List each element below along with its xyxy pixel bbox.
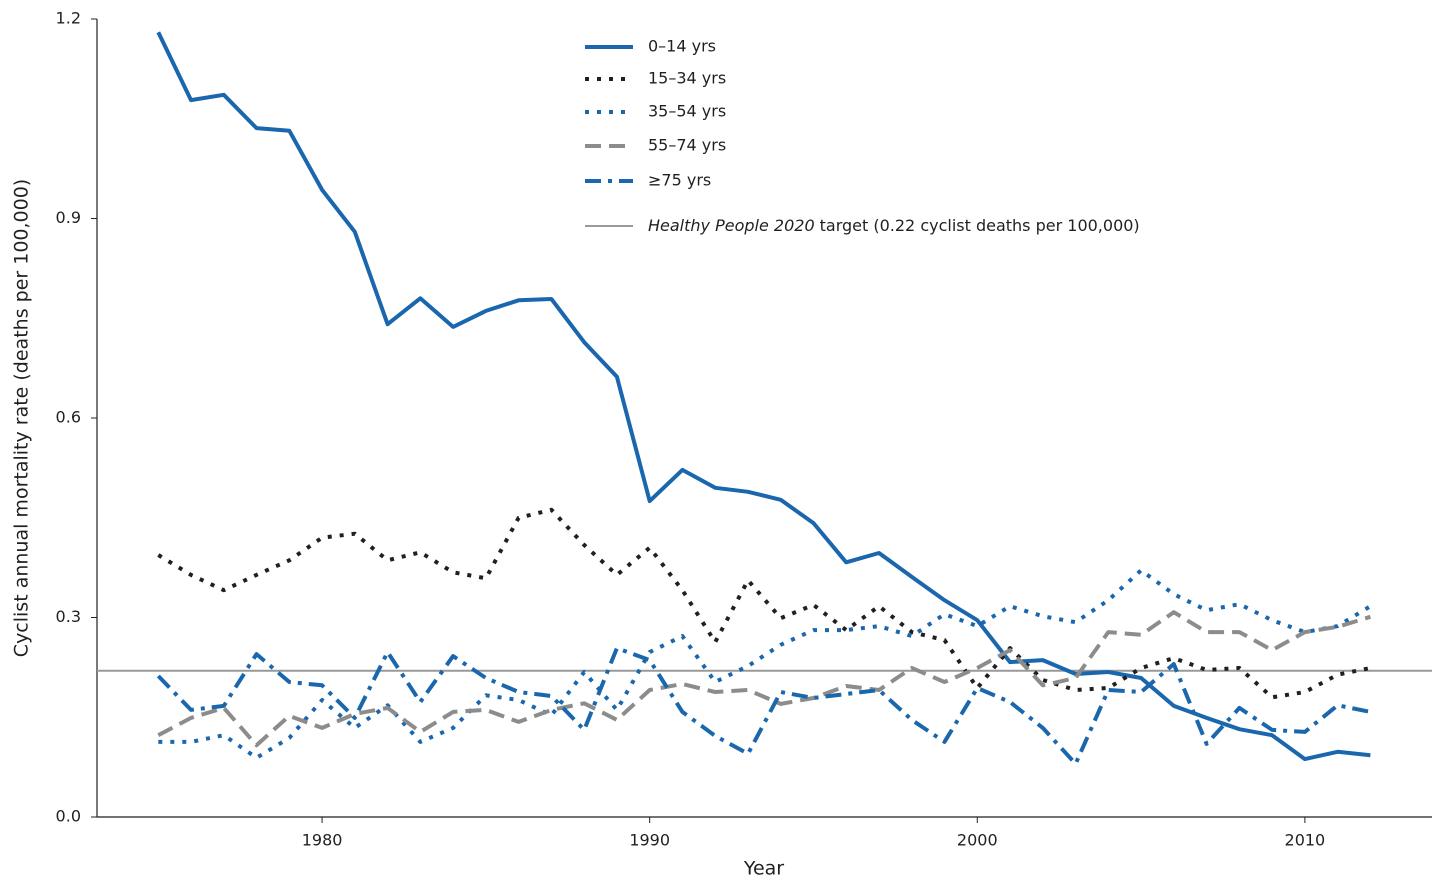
x-tick-label: 1980 (302, 831, 343, 850)
series-line (157, 610, 1371, 748)
y-tick-label: 0.0 (56, 807, 81, 826)
y-tick-label: 0.6 (56, 408, 81, 427)
legend-label: 0–14 yrs (648, 37, 716, 56)
legend-label-rest: target (0.22 cyclist deaths per 100,000) (820, 216, 1140, 235)
series-line (156, 646, 1371, 766)
x-axis-title: Year (743, 858, 784, 880)
series-line (157, 507, 1371, 700)
x-tick-label: 2010 (1285, 831, 1326, 850)
x-tick-label: 1990 (629, 831, 670, 850)
legend-label: 55–74 yrs (648, 136, 726, 155)
legend-label: Healthy People 2020 target (0.22 cyclist … (648, 216, 1140, 235)
legend-label: 35–54 yrs (648, 102, 726, 121)
y-tick-label: 0.9 (56, 208, 81, 227)
legend-label: ≥75 yrs (648, 171, 711, 190)
y-axis-title: Cyclist annual mortality rate (deaths pe… (11, 179, 33, 657)
legend-label: 15–34 yrs (648, 69, 726, 88)
y-tick-label: 1.2 (56, 9, 81, 28)
legend-label-italic: Healthy People 2020 (648, 216, 815, 235)
series-line (158, 568, 1372, 760)
x-tick-label: 2000 (957, 831, 998, 850)
series-line (156, 31, 1371, 762)
y-tick-label: 0.3 (56, 607, 81, 626)
